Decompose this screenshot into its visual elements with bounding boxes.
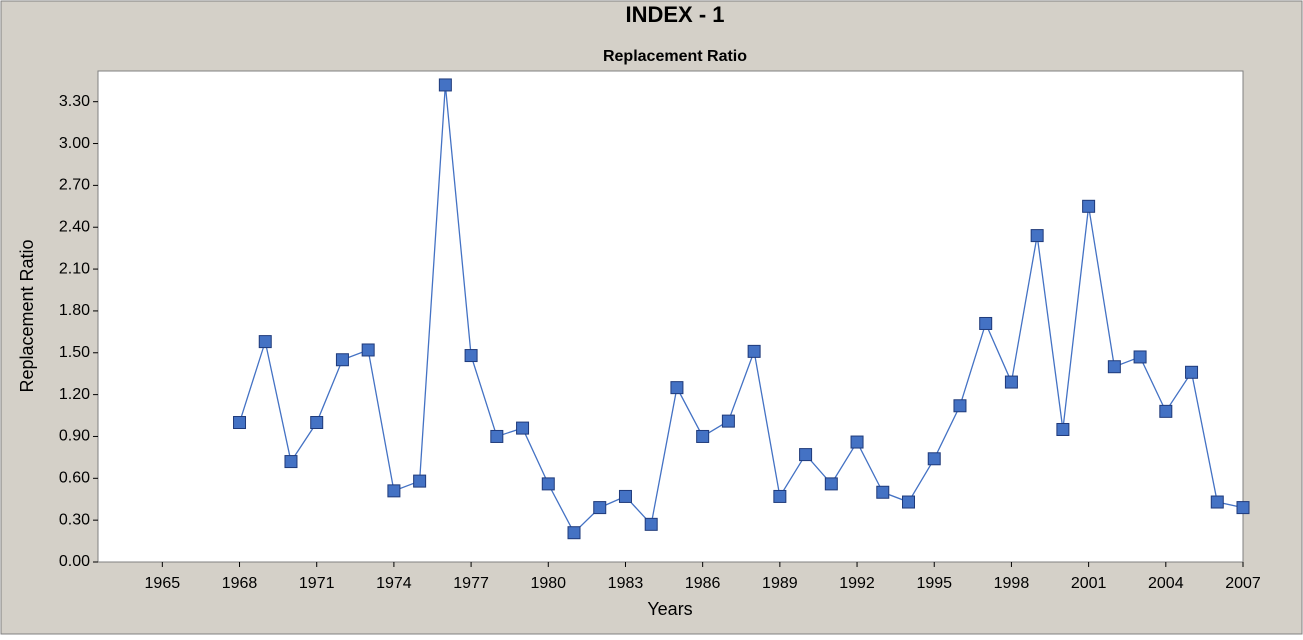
x-tick-label: 1977	[453, 575, 489, 592]
marker	[824, 477, 838, 491]
marker	[1133, 350, 1147, 364]
marker	[902, 495, 916, 509]
marker	[670, 381, 684, 395]
marker	[927, 452, 941, 466]
x-tick-label: 1992	[839, 575, 875, 592]
marker	[850, 435, 864, 449]
y-tick-label: 3.00	[59, 135, 90, 152]
marker	[335, 353, 349, 367]
marker	[747, 344, 761, 358]
chart-subtitle: Replacement Ratio	[603, 48, 747, 65]
marker	[464, 349, 478, 363]
marker	[799, 448, 813, 462]
x-tick-label: 1998	[994, 575, 1030, 592]
x-tick-label: 1995	[916, 575, 952, 592]
y-tick-label: 0.90	[59, 428, 90, 445]
x-tick-label: 2001	[1071, 575, 1107, 592]
y-tick-label: 3.30	[59, 93, 90, 110]
marker	[387, 484, 401, 498]
marker	[696, 429, 710, 443]
x-tick-label: 2007	[1225, 575, 1261, 592]
y-tick-label: 0.60	[59, 470, 90, 487]
marker	[258, 335, 272, 349]
marker	[516, 421, 530, 435]
y-axis-label: Replacement Ratio	[17, 239, 37, 392]
x-tick-label: 1965	[145, 575, 181, 592]
y-tick-label: 2.10	[59, 260, 90, 277]
plot-area	[97, 70, 1244, 563]
marker	[1082, 199, 1096, 213]
marker	[1159, 404, 1173, 418]
y-tick-label: 0.00	[59, 553, 90, 570]
x-tick-label: 1989	[762, 575, 798, 592]
y-tick-label: 1.20	[59, 386, 90, 403]
line	[238, 84, 1244, 534]
marker	[541, 477, 555, 491]
marker	[979, 316, 993, 330]
marker	[438, 78, 452, 92]
marker	[876, 485, 890, 499]
marker	[233, 416, 247, 430]
y-tick-label: 1.80	[59, 302, 90, 319]
x-tick-label: 1980	[530, 575, 566, 592]
marker	[413, 474, 427, 488]
marker	[361, 343, 375, 357]
x-tick-label: 1974	[376, 575, 412, 592]
marker	[773, 489, 787, 503]
marker	[567, 526, 581, 540]
x-tick-label: 1983	[608, 575, 644, 592]
marker	[1210, 495, 1224, 509]
marker	[618, 489, 632, 503]
marker	[1056, 422, 1070, 436]
x-tick-label: 2004	[1148, 575, 1184, 592]
y-tick-label: 2.40	[59, 218, 90, 235]
marker	[593, 501, 607, 515]
marker	[1107, 360, 1121, 374]
marker	[1004, 375, 1018, 389]
marker	[644, 517, 658, 531]
x-tick-label: 1986	[685, 575, 721, 592]
marker	[490, 429, 504, 443]
marker	[953, 399, 967, 413]
marker	[310, 416, 324, 430]
chart-title: INDEX - 1	[625, 2, 724, 27]
y-tick-label: 1.50	[59, 344, 90, 361]
marker	[1030, 229, 1044, 243]
marker	[1185, 365, 1199, 379]
x-tick-label: 1968	[222, 575, 258, 592]
marker	[1236, 501, 1250, 515]
y-tick-label: 2.70	[59, 177, 90, 194]
x-axis-label: Years	[647, 599, 692, 619]
marker	[721, 414, 735, 428]
marker	[284, 455, 298, 469]
y-tick-label: 0.30	[59, 511, 90, 528]
x-tick-label: 1971	[299, 575, 335, 592]
